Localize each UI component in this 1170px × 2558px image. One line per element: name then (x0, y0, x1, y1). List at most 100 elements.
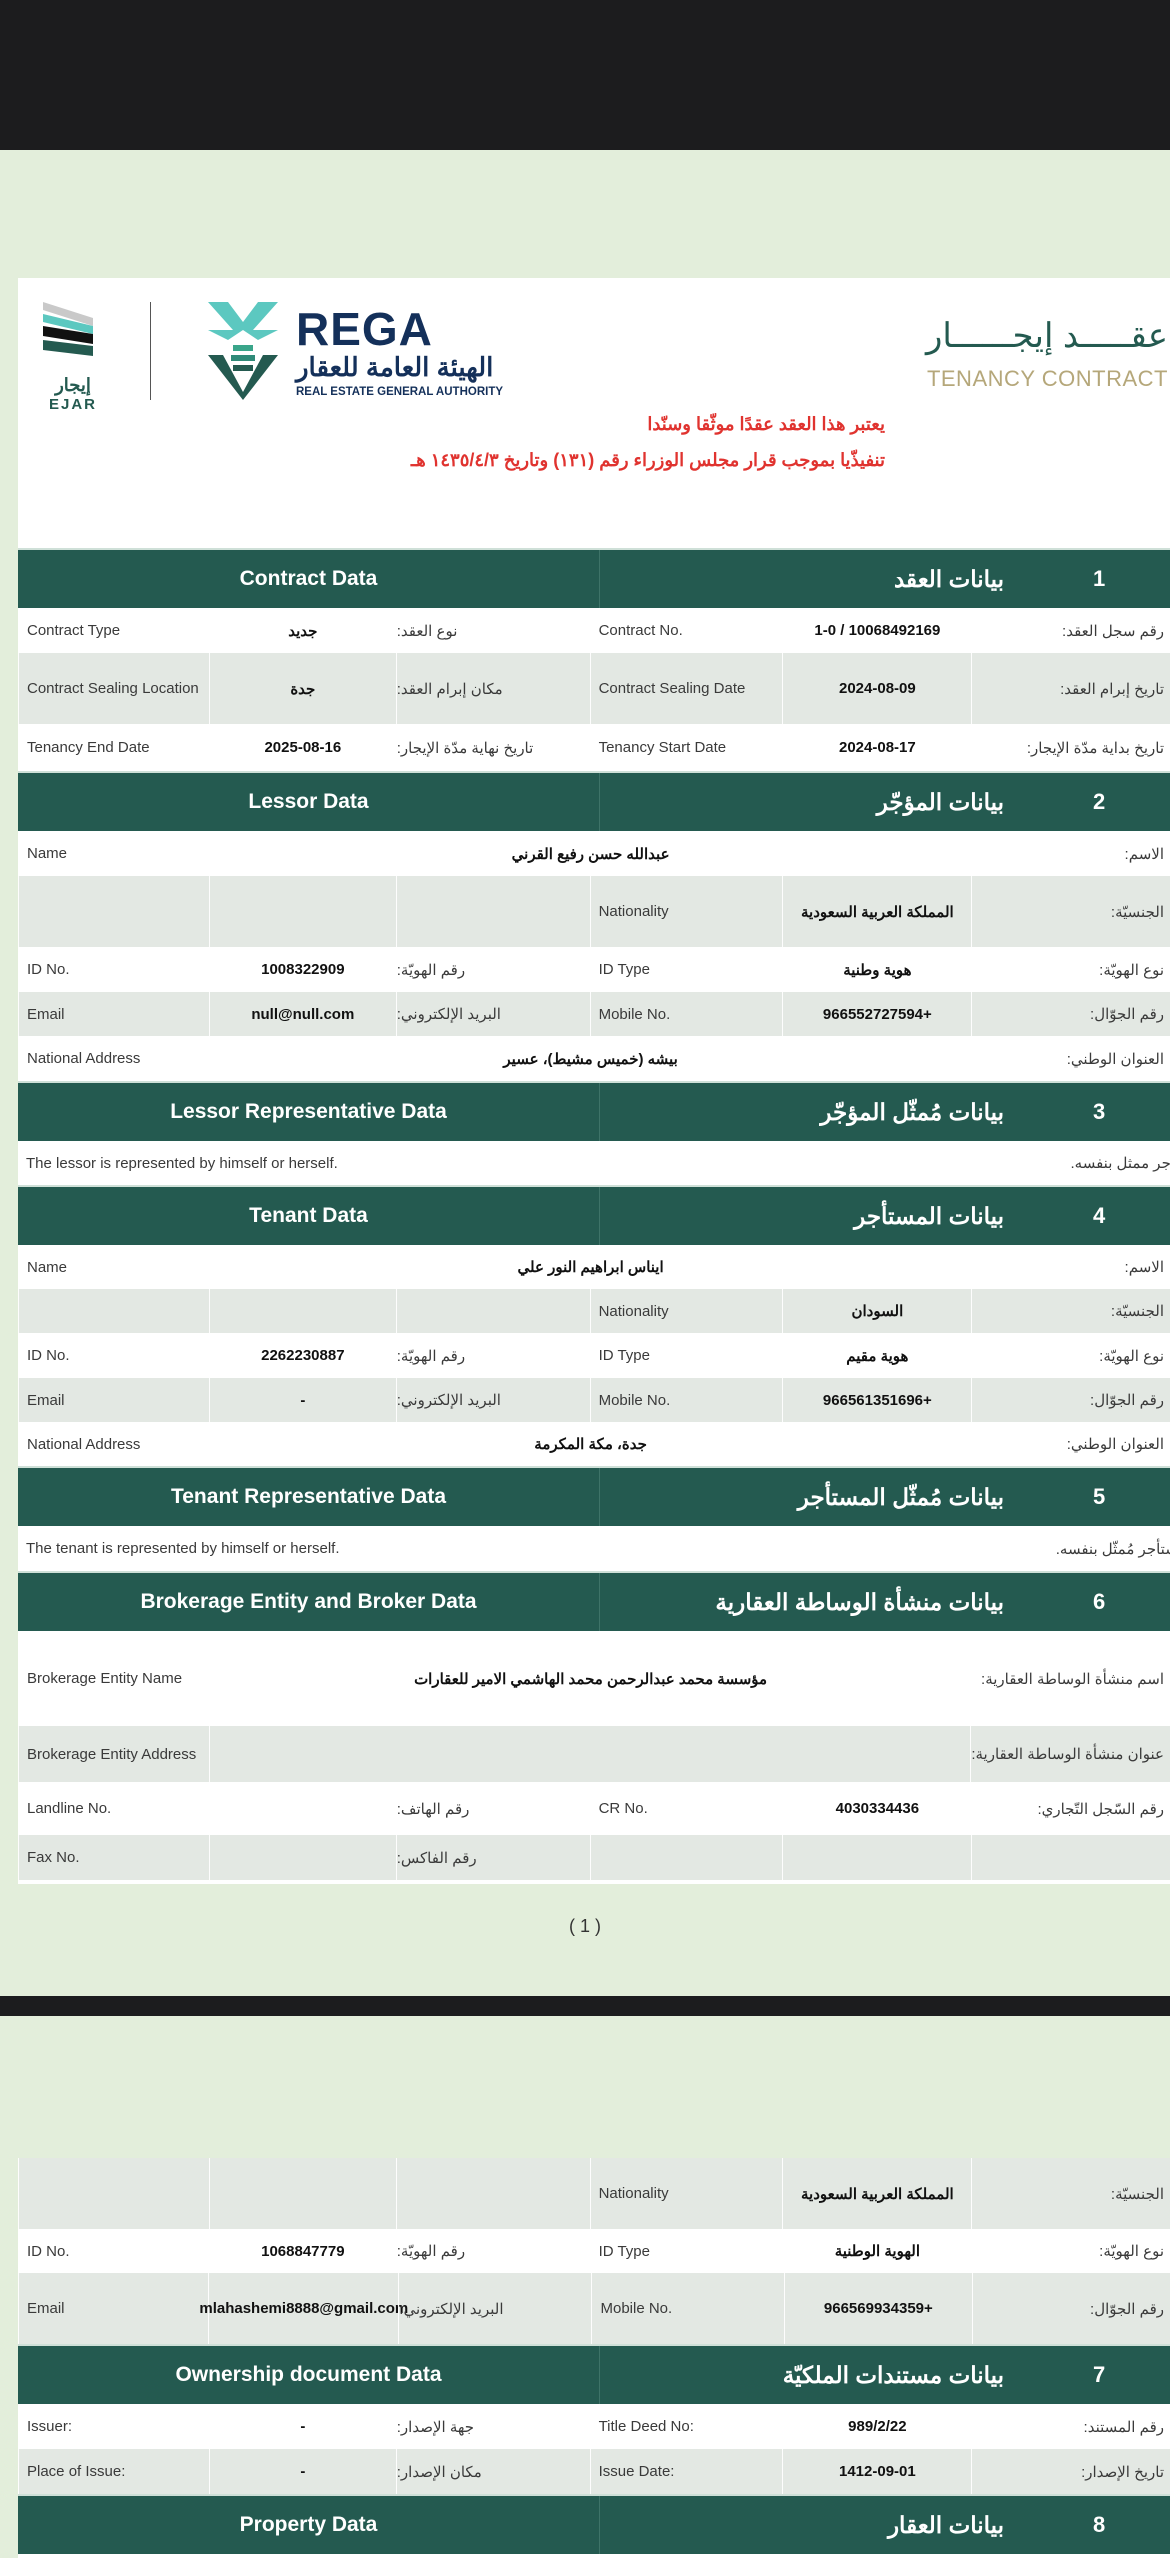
document-header: إيجار EJAR REGA الهيئة العامة للعقار REA… (18, 278, 1170, 548)
title-english: TENANCY CONTRACT (926, 366, 1168, 391)
section-title-english: Contract Data (18, 550, 600, 608)
field-label-english (589, 1835, 783, 1880)
table-row: ID No. 1068847779 رقم الهويّة: ID Type الهوي… (18, 2229, 1170, 2273)
field-label-arabic: تاريخ بداية مدّة الإيجار: (971, 724, 1170, 771)
section-number: 1 (1093, 566, 1106, 591)
field-label-english: Mobile No. (591, 2273, 783, 2344)
field-label-arabic: رقم الهاتف: (395, 1782, 590, 1835)
ejar-logo-english: EJAR (48, 396, 97, 413)
note-english: The lessor is represented by himself or … (26, 1154, 338, 1172)
field-label-arabic: الجنسيّة: (971, 2158, 1170, 2229)
table-row: National Address جدة، مكة المكرمة العنوان … (18, 1422, 1170, 1466)
field-value: جدة، مكة المكرمة (208, 1422, 971, 1466)
table-row: Name عبدالله حسن رفيع القرني الاسم: (18, 831, 1170, 876)
field-value: - (208, 2404, 396, 2449)
field-label-english: Mobile No. (589, 1378, 783, 1422)
section-header: Ownership document Data بيانات مستندات ال… (18, 2344, 1170, 2404)
section-title-english: Tenant Data (18, 1187, 600, 1245)
field-label-english: ID No. (18, 1333, 209, 1378)
field-label-english: Name (18, 1245, 209, 1289)
field-value (208, 876, 396, 947)
field-label-arabic: تاريخ إبرام العقد: (971, 653, 1170, 724)
logo-divider (150, 302, 151, 400)
field-value: عبدالله حسن رفيع القرني (208, 831, 971, 876)
field-label-arabic: رقم الجوّال: (971, 992, 1170, 1036)
field-label-english: CR No. (589, 1782, 783, 1835)
field-label-english: Nationality (589, 876, 783, 947)
field-value: جديد (208, 608, 396, 653)
field-label-arabic: نوع الهويّة: (971, 2229, 1170, 2273)
field-label-arabic: البريد الإلكتروني: (398, 2273, 591, 2344)
section-title-english: Lessor Representative Data (18, 1083, 600, 1141)
field-label-english: Nationality (589, 1289, 783, 1333)
field-label-arabic: رقم المستند: (971, 2404, 1170, 2449)
field-value: 2262230887 (208, 1333, 396, 1378)
field-label-arabic: جهة الإصدار: (395, 2404, 590, 2449)
field-value: هوية وطنية (782, 947, 971, 992)
field-value: جدة (208, 653, 396, 724)
table-row: Name ايناس ابراهيم النور علي الاسم: (18, 1245, 1170, 1289)
section-number: 8 (1093, 2512, 1106, 2537)
field-label-arabic: رقم السّجل التّجاري: (971, 1782, 1170, 1835)
ejar-logo: إيجار EJAR (38, 300, 108, 413)
field-label-arabic: رقم الجوّال: (971, 1378, 1170, 1422)
field-value: 989/2/22 (782, 2404, 971, 2449)
field-value: 4030334436 (782, 1782, 971, 1835)
table-row: Nationality المملكة العربية السعودية الجنس… (18, 876, 1170, 947)
field-label-arabic: رقم الهويّة: (395, 1333, 590, 1378)
section-header: Property Data بيانات العقار 8 (18, 2494, 1170, 2554)
section-title-english: Tenant Representative Data (18, 1468, 600, 1526)
field-label-arabic: تاريخ نهاية مدّة الإيجار: (395, 724, 590, 771)
table-row: Brokerage Entity Address عنوان منشأة الوس… (18, 1726, 1170, 1782)
field-label-arabic: نوع الهويّة: (971, 1333, 1170, 1378)
ejar-chevron-icon (43, 302, 93, 356)
field-label-english: ID Type (589, 947, 783, 992)
rega-wordmark: REGA (296, 303, 433, 355)
table-row: The tenant is represented by himself or … (18, 1526, 1170, 1571)
note-arabic: المستأجر مُمثّل بنفسه. (1055, 1540, 1170, 1558)
table-row: Landline No. رقم الهاتف: CR No. 4030334436 ر… (18, 1782, 1170, 1835)
field-label-english: Mobile No. (589, 992, 783, 1036)
field-value: السودان (782, 1289, 971, 1333)
field-label-english: Contract Type (18, 608, 209, 653)
field-value: - (208, 1378, 396, 1422)
field-value: هوية مقيم (782, 1333, 971, 1378)
field-label-english: Place of Issue: (18, 2449, 209, 2494)
field-value: mlahashemi8888@gmail.com (199, 2273, 408, 2344)
field-label-arabic: تاريخ الإصدار: (971, 2449, 1170, 2494)
rega-arabic-name: الهيئة العامة للعقار (296, 352, 494, 382)
field-label-arabic: رقم الهويّة: (395, 947, 590, 992)
contract-sections: Nationality المملكة العربية السعودية الجنس… (18, 2158, 1170, 2554)
field-value: 10068492169 / 1-0 (782, 608, 971, 653)
field-label-arabic: رقم الجوّال: (971, 2273, 1170, 2344)
page-number: ( 1 ) (568, 1916, 601, 1936)
table-row: Brokerage Entity Name مؤسسة محمد عبدالرحم… (18, 1631, 1170, 1726)
field-label-english: Tenancy End Date (18, 724, 209, 771)
field-value: ايناس ابراهيم النور علي (208, 1245, 971, 1289)
section-title-arabic: بيانات العقار (887, 2512, 1004, 2538)
section-number: 2 (1093, 789, 1106, 814)
table-row: Nationality المملكة العربية السعودية الجنس… (18, 2158, 1170, 2229)
table-row: Email - البريد الإلكتروني: Mobile No. +96656… (18, 1378, 1170, 1422)
field-value (782, 1835, 971, 1880)
field-label-arabic (395, 876, 590, 947)
contract-sections: Contract Data بيانات العقد 1 Contract Type ج… (18, 548, 1170, 1884)
section-header: Lessor Representative Data بيانات مُمثّل … (18, 1081, 1170, 1141)
table-row: Broker Nameمحمد عبدالرحمن محمد الهاشمي ا… (18, 1880, 1170, 1884)
section-header: Contract Data بيانات العقد 1 (18, 548, 1170, 608)
table-row: Issuer: - جهة الإصدار: Title Deed No: 989/2/… (18, 2404, 1170, 2449)
field-label-english: ID No. (18, 947, 209, 992)
table-row: Fax No. رقم الفاكس: (18, 1835, 1170, 1880)
field-label-english: Landline No. (18, 1782, 209, 1835)
field-label-english: Email (18, 1378, 209, 1422)
table-row: Tenancy End Date 2025-08-16 تاريخ نهاية مد… (18, 724, 1170, 771)
section-title-arabic: بيانات مستندات الملكيّة (782, 2362, 1004, 2388)
field-value: المملكة العربية السعودية (782, 2158, 971, 2229)
section-number: 7 (1093, 2362, 1106, 2387)
field-label-arabic: العنوان الوطني: (971, 1036, 1170, 1081)
field-value: 1412-09-01 (782, 2449, 971, 2494)
field-label-arabic: العنوان الوطني: (971, 1422, 1170, 1466)
contract-page-2: Nationality المملكة العربية السعودية الجنس… (18, 2158, 1170, 2558)
ejar-logo-arabic: إيجار (55, 375, 91, 395)
field-label-english: ID No. (18, 2229, 209, 2273)
